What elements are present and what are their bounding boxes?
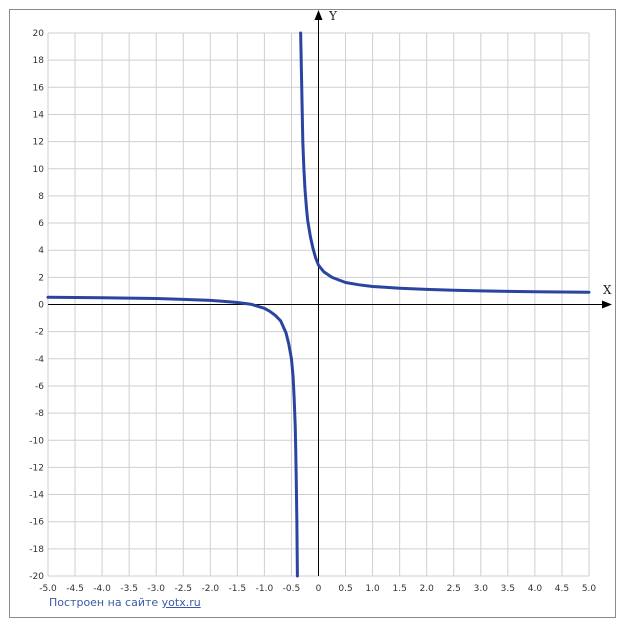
credit-link[interactable]: yotx.ru	[161, 596, 201, 609]
y-tick-label: 18	[33, 56, 45, 66]
x-axis-arrow	[602, 300, 612, 309]
x-tick-label: -1.5	[229, 584, 247, 594]
x-tick-label: -4.0	[93, 584, 111, 594]
y-tick-label: 10	[33, 165, 45, 175]
y-tick-label: 2	[38, 273, 44, 283]
x-tick-label: -2.0	[202, 584, 220, 594]
y-tick-label: 0	[38, 301, 44, 311]
y-tick-label: 14	[33, 110, 45, 120]
y-tick-label: 8	[38, 192, 44, 202]
y-tick-label: 6	[38, 219, 44, 229]
x-tick-label: -1.0	[256, 584, 274, 594]
x-tick-label: -2.5	[174, 584, 192, 594]
x-tick-label: 2.5	[447, 584, 461, 594]
y-tick-label: 20	[33, 29, 45, 39]
x-tick-label: -5.0	[39, 584, 57, 594]
x-tick-label: 0.5	[338, 584, 352, 594]
y-tick-label: -8	[35, 409, 44, 419]
y-tick-label: 16	[33, 83, 45, 93]
x-tick-label: 2.0	[420, 584, 435, 594]
credit-line: Построен на сайте yotx.ru	[49, 596, 201, 609]
y-tick-label: -18	[29, 545, 44, 555]
tick-labels: -5.0 -4.5 -4.0 -3.5 -3.0 -2.5 -2.0 -1.5 -1.0 -0.5…	[29, 29, 596, 594]
curve-branch-1	[46, 295, 299, 578]
y-tick-label: -4	[35, 355, 44, 365]
y-tick-label: -14	[29, 491, 44, 501]
y-tick-label: -12	[29, 463, 44, 473]
x-tick-label: -4.5	[66, 584, 84, 594]
x-tick-label: 5.0	[582, 584, 597, 594]
curve-branch-2	[299, 31, 591, 294]
y-axis-arrow	[314, 10, 323, 20]
x-tick-label: 0	[316, 584, 322, 594]
x-tick-label: -3.5	[120, 584, 138, 594]
credit-text: Построен на сайте	[49, 596, 162, 609]
x-tick-label: -0.5	[283, 584, 301, 594]
y-tick-label: -6	[35, 382, 44, 392]
x-axis-label: X	[603, 283, 612, 297]
y-tick-label: -10	[29, 436, 44, 446]
x-tick-label: 1.0	[365, 584, 380, 594]
curves	[46, 31, 591, 578]
axes	[48, 10, 612, 576]
y-tick-label: 4	[38, 246, 44, 256]
x-tick-label: 1.5	[392, 584, 406, 594]
y-tick-label: -2	[35, 328, 44, 338]
x-tick-label: -3.0	[147, 584, 165, 594]
y-tick-label: -16	[29, 518, 44, 528]
x-tick-label: 3.0	[474, 584, 489, 594]
y-axis-label: Y	[328, 9, 338, 23]
plot-frame	[9, 9, 616, 618]
x-tick-label: 3.5	[501, 584, 515, 594]
x-tick-label: 4.0	[528, 584, 543, 594]
y-tick-label: -20	[29, 572, 44, 582]
x-tick-label: 4.5	[555, 584, 569, 594]
y-tick-label: 12	[33, 138, 44, 148]
